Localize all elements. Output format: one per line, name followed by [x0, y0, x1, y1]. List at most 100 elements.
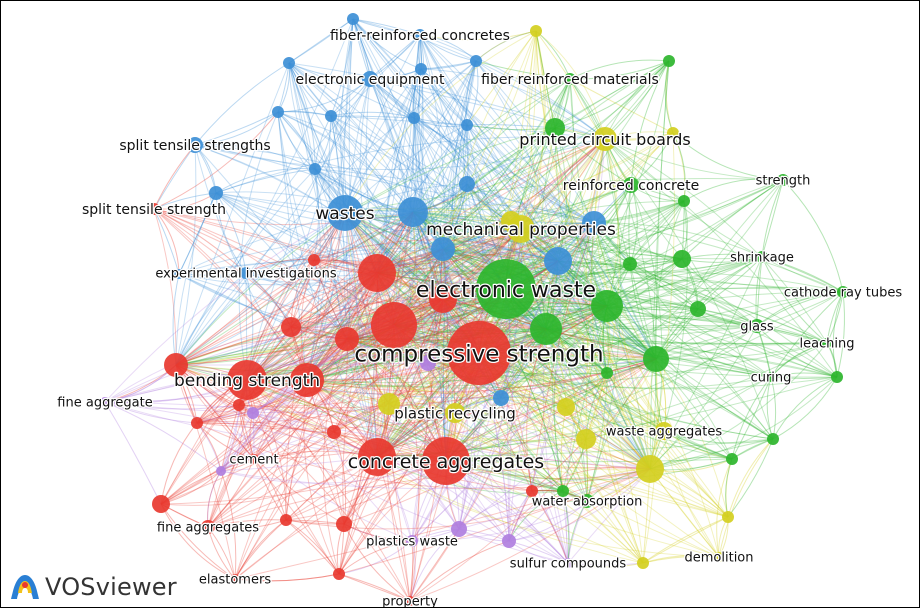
node-mechanical-properties[interactable]	[507, 215, 535, 243]
label-curing[interactable]: curing	[749, 369, 792, 387]
node-node-4[interactable]	[272, 106, 284, 118]
node-node-33[interactable]	[643, 346, 669, 372]
node-node-49[interactable]	[152, 495, 170, 513]
node-node-1[interactable]	[283, 57, 295, 69]
node-demolition[interactable]	[714, 552, 724, 562]
node-node-56[interactable]	[233, 399, 245, 411]
node-node-7[interactable]	[461, 119, 473, 131]
label-shrinkage[interactable]: shrinkage	[729, 249, 795, 267]
node-fiber-reinforced-concretes[interactable]	[414, 29, 426, 41]
node-node-41[interactable]	[429, 285, 457, 313]
label-glass[interactable]: glass	[739, 318, 775, 336]
node-cathode-ray-tubes[interactable]	[837, 286, 849, 298]
node-node-54[interactable]	[308, 254, 320, 266]
node-sulfur-compounds[interactable]	[563, 558, 573, 568]
label-split-tensile-strength[interactable]: split tensile strength	[81, 201, 227, 220]
node-node-11[interactable]	[398, 197, 428, 227]
node-curing[interactable]	[766, 372, 776, 382]
label-fine-aggregates[interactable]: fine aggregates	[156, 519, 261, 537]
node-node-42[interactable]	[371, 302, 417, 348]
node-node-0[interactable]	[347, 13, 359, 25]
node-node-22[interactable]	[576, 429, 596, 449]
node-node-27[interactable]	[545, 118, 565, 138]
label-electronic-equipment[interactable]: electronic equipment	[294, 71, 446, 90]
node-node-5[interactable]	[325, 110, 337, 122]
node-node-29[interactable]	[623, 257, 637, 271]
node-node-9[interactable]	[459, 176, 475, 192]
label-waste-aggregates[interactable]: waste aggregates	[605, 423, 724, 441]
node-fine-aggregate[interactable]	[100, 397, 110, 407]
node-node-35[interactable]	[690, 301, 706, 317]
node-concrete-aggregates[interactable]	[422, 437, 470, 485]
node-node-16[interactable]	[174, 269, 184, 279]
node-electronic-equipment[interactable]	[362, 71, 378, 87]
node-node-25[interactable]	[637, 557, 649, 569]
node-water-absorption[interactable]	[580, 494, 594, 508]
node-electronic-waste[interactable]	[476, 259, 536, 319]
node-shrinkage[interactable]	[756, 251, 768, 263]
label-electronic-waste[interactable]: electronic waste	[415, 277, 598, 305]
label-fiber-reinforced-materials[interactable]: fiber reinforced materials	[480, 71, 660, 90]
node-node-17[interactable]	[530, 25, 542, 37]
node-wastes[interactable]	[327, 195, 363, 231]
node-node-52[interactable]	[336, 516, 352, 532]
node-property[interactable]	[405, 596, 415, 606]
label-mechanical-properties[interactable]: mechanical properties	[425, 219, 617, 242]
label-compressive-strength[interactable]: compressive strength	[353, 340, 605, 369]
node-node-55[interactable]	[526, 485, 538, 497]
node-node-28[interactable]	[678, 195, 690, 207]
node-node-60[interactable]	[247, 407, 259, 419]
node-compressive-strength[interactable]	[447, 321, 511, 385]
node-node-32[interactable]	[530, 313, 562, 345]
node-node-50[interactable]	[191, 417, 203, 429]
label-elastomers[interactable]: elastomers	[198, 571, 273, 589]
node-elastomers[interactable]	[230, 574, 240, 584]
node-node-2[interactable]	[470, 55, 482, 67]
label-reinforced-concrete[interactable]: reinforced concrete	[562, 177, 701, 196]
node-reinforced-concrete[interactable]	[623, 177, 639, 193]
node-node-20[interactable]	[378, 393, 400, 415]
node-node-24[interactable]	[722, 511, 734, 523]
node-plastics-waste[interactable]	[406, 535, 418, 547]
node-plastic-recycling[interactable]	[445, 403, 465, 423]
node-node-37[interactable]	[767, 433, 779, 445]
node-node-44[interactable]	[281, 317, 301, 337]
label-experimental-investigations[interactable]: experimental investigations	[154, 265, 338, 283]
node-node-18[interactable]	[667, 127, 679, 139]
node-fiber-reinforced-materials[interactable]	[564, 73, 576, 85]
node-node-61[interactable]	[216, 466, 226, 476]
label-fine-aggregate[interactable]: fine aggregate	[56, 394, 154, 412]
label-sulfur-compounds[interactable]: sulfur compounds	[509, 555, 628, 573]
label-water-absorption[interactable]: water absorption	[530, 493, 643, 511]
node-bending-strength[interactable]	[227, 360, 267, 400]
node-node-14[interactable]	[582, 211, 606, 235]
node-node-26[interactable]	[663, 55, 675, 67]
label-cement[interactable]: cement	[228, 451, 280, 469]
node-cement[interactable]	[249, 454, 259, 464]
label-split-tensile-strengths[interactable]: split tensile strengths	[118, 137, 272, 156]
label-fiber-reinforced-concretes[interactable]: fiber-reinforced concretes	[329, 27, 511, 46]
node-node-48[interactable]	[327, 425, 341, 439]
node-node-34[interactable]	[601, 367, 613, 379]
label-plastics-waste[interactable]: plastics waste	[365, 533, 459, 551]
node-node-23[interactable]	[636, 455, 664, 483]
node-split-tensile-strengths[interactable]	[187, 137, 203, 153]
node-node-43[interactable]	[290, 363, 324, 397]
node-node-57[interactable]	[420, 355, 436, 371]
node-node-8[interactable]	[309, 163, 321, 175]
label-plastic-recycling[interactable]: plastic recycling	[393, 403, 517, 424]
node-node-3[interactable]	[415, 63, 427, 75]
node-node-30[interactable]	[673, 250, 691, 268]
node-node-12[interactable]	[431, 237, 455, 261]
node-node-6[interactable]	[408, 112, 420, 124]
label-strength[interactable]: strength	[754, 172, 811, 190]
node-node-21[interactable]	[557, 398, 575, 416]
node-node-46[interactable]	[164, 353, 188, 377]
node-node-39[interactable]	[557, 485, 569, 497]
node-node-31[interactable]	[591, 290, 623, 322]
node-printed-circuit-boards[interactable]	[593, 127, 617, 151]
node-waste-aggregates[interactable]	[655, 422, 673, 440]
node-strength[interactable]	[777, 174, 789, 186]
node-node-51[interactable]	[280, 514, 292, 526]
